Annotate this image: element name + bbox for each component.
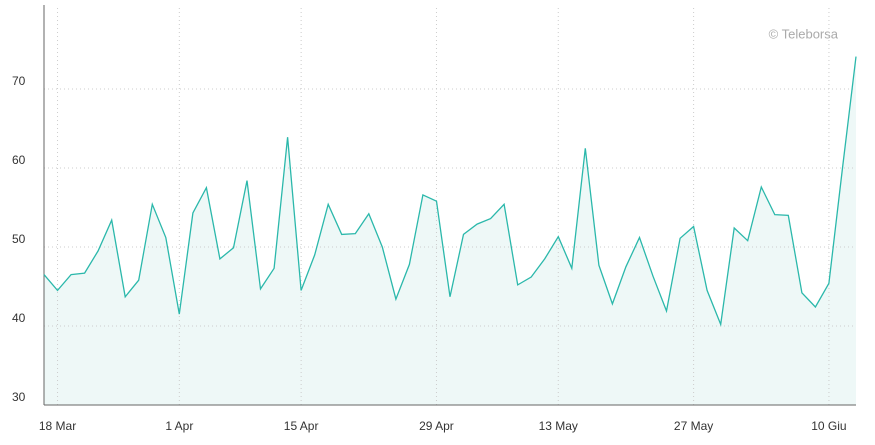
x-tick-label: 18 Mar	[39, 419, 76, 433]
line	[43, 56, 857, 327]
area-fill	[44, 56, 856, 405]
x-tick-label: 29 Apr	[419, 419, 454, 433]
y-tick-label: 70	[12, 74, 26, 88]
x-tick-label: 10 Giu	[811, 419, 846, 433]
y-tick-label: 40	[12, 311, 26, 325]
y-tick-label: 30	[12, 390, 26, 404]
x-tick-label: 27 May	[674, 419, 713, 433]
y-tick-label: 60	[12, 153, 26, 167]
y-tick-label: 50	[12, 232, 26, 246]
x-tick-label: 15 Apr	[284, 419, 319, 433]
watermark: © Teleborsa	[769, 26, 839, 41]
x-tick-label: 1 Apr	[165, 419, 193, 433]
x-tick-label: 13 May	[539, 419, 578, 433]
